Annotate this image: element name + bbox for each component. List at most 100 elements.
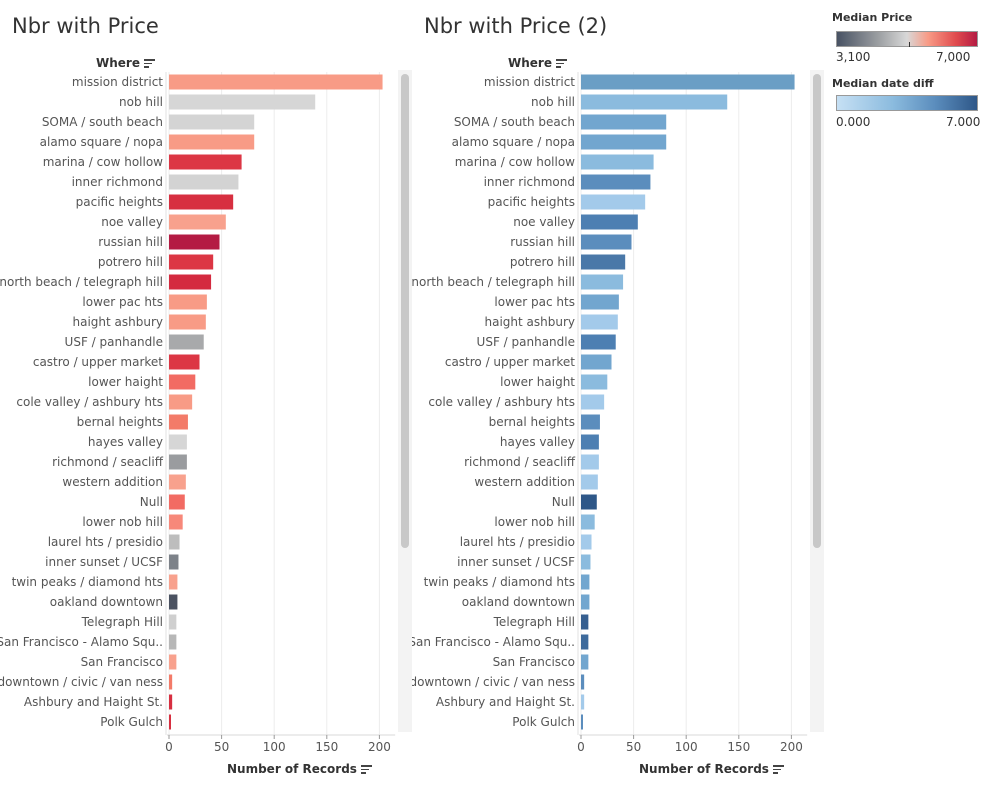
bar[interactable] (169, 74, 383, 90)
category-label[interactable]: San Francisco - Alamo Squ.. (0, 635, 163, 649)
category-label[interactable]: Ashbury and Haight St. (24, 695, 163, 709)
category-label[interactable]: hayes valley (500, 435, 575, 449)
bar[interactable] (169, 654, 177, 670)
category-label[interactable]: marina / cow hollow (455, 155, 575, 169)
category-label[interactable]: western addition (62, 475, 163, 489)
scrollbar-thumb[interactable] (813, 74, 821, 548)
bar[interactable] (169, 114, 255, 130)
category-label[interactable]: north beach / telegraph hill (411, 275, 575, 289)
bar[interactable] (169, 414, 188, 430)
category-label[interactable]: castro / upper market (33, 355, 163, 369)
bar[interactable] (581, 454, 599, 470)
bar[interactable] (581, 74, 795, 90)
scrollbar-right[interactable] (810, 70, 824, 732)
category-label[interactable]: western addition (474, 475, 575, 489)
category-label[interactable]: potrero hill (510, 255, 575, 269)
bar[interactable] (581, 374, 608, 390)
bar[interactable] (169, 714, 171, 730)
bar[interactable] (169, 474, 186, 490)
category-label[interactable]: richmond / seacliff (464, 455, 576, 469)
bar[interactable] (581, 474, 598, 490)
bar[interactable] (581, 694, 585, 710)
category-label[interactable]: russian hill (510, 235, 575, 249)
x-axis-title-right[interactable]: Number of Records (639, 762, 784, 776)
bar[interactable] (169, 454, 187, 470)
row-header-right[interactable]: Where (508, 56, 567, 70)
bar[interactable] (581, 154, 654, 170)
category-label[interactable]: Telegraph Hill (81, 615, 163, 629)
category-label[interactable]: USF / panhandle (65, 335, 163, 349)
category-label[interactable]: bernal heights (489, 415, 575, 429)
bar[interactable] (169, 394, 193, 410)
category-label[interactable]: pacific heights (488, 195, 575, 209)
bar[interactable] (169, 634, 177, 650)
bar[interactable] (581, 634, 589, 650)
bar[interactable] (581, 434, 599, 450)
bar[interactable] (581, 114, 667, 130)
category-label[interactable]: alamo square / nopa (40, 135, 163, 149)
bar[interactable] (169, 434, 187, 450)
category-label[interactable]: laurel hts / presidio (460, 535, 575, 549)
category-label[interactable]: USF / panhandle (477, 335, 575, 349)
category-label[interactable]: north beach / telegraph hill (0, 275, 163, 289)
bar[interactable] (581, 394, 605, 410)
bar[interactable] (581, 134, 667, 150)
category-label[interactable]: lower haight (500, 375, 575, 389)
bar[interactable] (581, 614, 589, 630)
bar[interactable] (581, 594, 590, 610)
category-label[interactable]: castro / upper market (445, 355, 575, 369)
bar[interactable] (169, 154, 242, 170)
category-label[interactable]: hayes valley (88, 435, 163, 449)
bar[interactable] (169, 374, 196, 390)
category-label[interactable]: bernal heights (77, 415, 163, 429)
category-label[interactable]: alamo square / nopa (452, 135, 575, 149)
bar[interactable] (581, 414, 600, 430)
bar[interactable] (169, 314, 206, 330)
category-label[interactable]: lower nob hill (82, 515, 163, 529)
category-label[interactable]: richmond / seacliff (52, 455, 164, 469)
bar[interactable] (581, 194, 646, 210)
bar[interactable] (169, 294, 207, 310)
category-label[interactable]: lower pac hts (494, 295, 575, 309)
category-label[interactable]: twin peaks / diamond hts (12, 575, 163, 589)
bar[interactable] (169, 354, 200, 370)
bar[interactable] (169, 694, 173, 710)
category-label[interactable]: oakland downtown (462, 595, 575, 609)
bar[interactable] (169, 594, 178, 610)
bar[interactable] (581, 714, 583, 730)
bar[interactable] (169, 214, 226, 230)
bar[interactable] (581, 174, 651, 190)
bar[interactable] (169, 174, 239, 190)
bar[interactable] (169, 574, 178, 590)
bar[interactable] (581, 354, 612, 370)
category-label[interactable]: San Francisco (493, 655, 575, 669)
bar[interactable] (169, 554, 179, 570)
category-label[interactable]: downtown / civic / van ness (0, 675, 163, 689)
x-axis-title-left[interactable]: Number of Records (227, 762, 372, 776)
category-label[interactable]: oakland downtown (50, 595, 163, 609)
category-label[interactable]: Polk Gulch (100, 715, 163, 729)
category-label[interactable]: downtown / civic / van ness (409, 675, 575, 689)
bar[interactable] (169, 94, 316, 110)
category-label[interactable]: Ashbury and Haight St. (436, 695, 575, 709)
bar[interactable] (169, 274, 212, 290)
category-label[interactable]: twin peaks / diamond hts (424, 575, 575, 589)
bar[interactable] (169, 674, 173, 690)
category-label[interactable]: nob hill (531, 95, 575, 109)
bar[interactable] (169, 194, 234, 210)
category-label[interactable]: lower nob hill (494, 515, 575, 529)
bar[interactable] (169, 134, 255, 150)
bar[interactable] (581, 574, 590, 590)
category-label[interactable]: potrero hill (98, 255, 163, 269)
category-label[interactable]: haight ashbury (484, 315, 575, 329)
category-label[interactable]: laurel hts / presidio (48, 535, 163, 549)
scrollbar-thumb[interactable] (401, 74, 409, 548)
bar[interactable] (581, 94, 728, 110)
bar[interactable] (581, 654, 589, 670)
bar[interactable] (581, 554, 591, 570)
category-label[interactable]: haight ashbury (72, 315, 163, 329)
category-label[interactable]: Polk Gulch (512, 715, 575, 729)
category-label[interactable]: inner sunset / UCSF (45, 555, 163, 569)
category-label[interactable]: lower pac hts (82, 295, 163, 309)
category-label[interactable]: pacific heights (76, 195, 163, 209)
